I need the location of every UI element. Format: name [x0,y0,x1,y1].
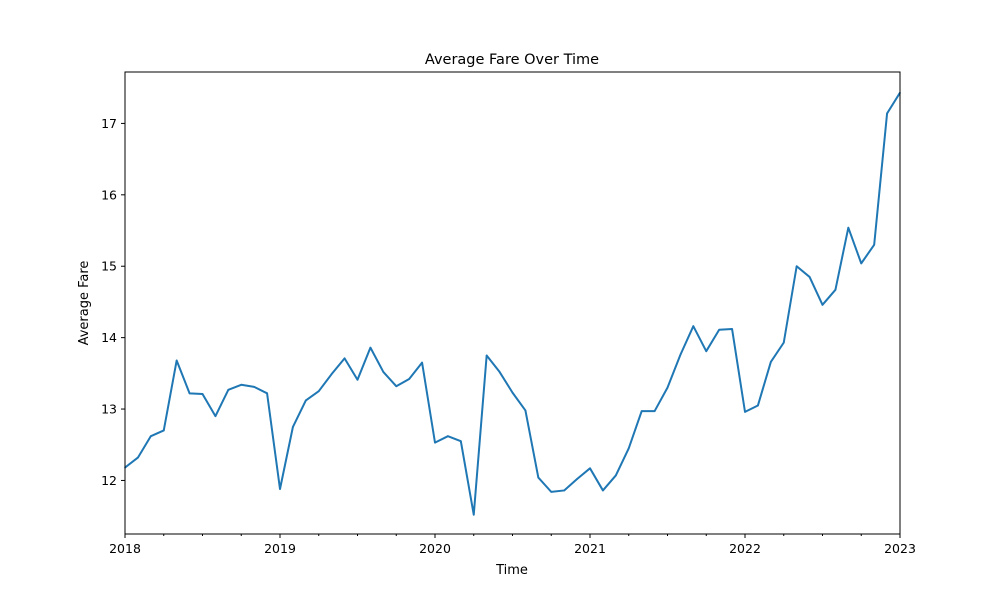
data-point [770,361,772,363]
data-point [175,359,178,362]
data-point [253,386,255,388]
data-point [137,456,139,459]
x-tick-label: 2019 [264,541,296,556]
data-point [550,491,553,493]
data-point [524,409,527,412]
data-point [201,393,204,395]
chart-title: Average Fare Over Time [425,52,599,68]
y-tick-label: 14 [101,330,117,345]
x-axis-label: Time [495,563,528,578]
data-point [692,325,695,328]
data-point [847,226,850,229]
data-point [292,426,294,428]
data-point [821,303,824,306]
data-point [886,112,888,115]
data-point [421,361,423,364]
y-axis-label: Average Fare [77,261,92,346]
data-point [460,440,462,442]
data-point [227,388,230,391]
x-axis: 2018 2019 2020 2021 2022 2023 [109,534,916,556]
data-point [627,447,630,450]
data-point [395,385,398,387]
x-tick-label: 2021 [574,541,606,556]
data-point [537,476,540,479]
data-point [447,435,449,437]
data-point [640,410,643,412]
data-point [705,350,708,353]
data-point [589,467,591,470]
y-tick-label: 15 [101,259,117,274]
data-point [498,371,501,373]
y-tick-label: 16 [101,187,117,202]
data-point [408,378,410,380]
data-point [757,404,759,407]
data-point [214,415,217,417]
data-point [808,276,811,278]
data-point [279,488,281,490]
y-axis: 12 13 14 15 16 17 [101,116,125,488]
data-point [305,399,307,402]
data-point [382,371,385,373]
data-point [266,392,268,395]
data-point [330,373,333,375]
data-point [563,489,565,492]
data-point [240,383,243,386]
data-point [472,513,475,516]
data-point [744,411,746,413]
data-point [485,354,488,357]
y-tick-label: 12 [101,473,117,488]
x-tick-label: 2020 [419,541,451,556]
data-point [343,357,346,360]
data-point [679,353,682,356]
data-point [860,262,863,265]
x-tick-label: 2023 [884,541,916,556]
y-tick-label: 13 [101,402,117,417]
data-point [434,441,436,444]
y-tick-label: 17 [101,116,117,131]
data-point [834,288,837,291]
data-point [602,489,604,492]
data-point [873,244,875,246]
data-point [317,390,320,392]
data-point [162,429,165,432]
data-point [718,328,720,331]
data-point [782,341,785,344]
data-point [795,265,798,268]
data-point [369,346,372,349]
data-point [666,386,669,389]
data-point [731,328,733,330]
data-point [511,391,514,394]
data-point [150,435,152,437]
data-point [188,392,191,395]
x-tick-label: 2018 [109,541,141,556]
data-point [576,478,578,480]
data-point [356,378,359,381]
data-point [615,474,617,477]
data-point [653,410,656,412]
x-tick-label: 2022 [729,541,761,556]
